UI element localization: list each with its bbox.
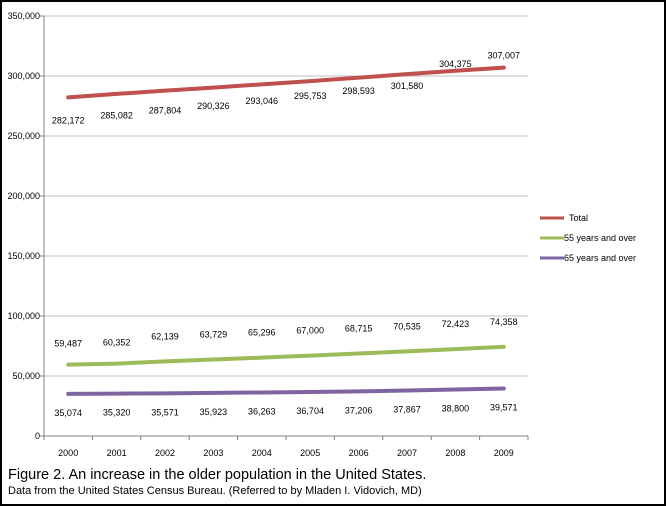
data-label-1-2000: 59,487 xyxy=(54,339,82,349)
data-label-2-2000: 35,074 xyxy=(54,408,82,418)
x-tick-label-2006: 2006 xyxy=(349,448,369,458)
legend-label-2: 65 years and over xyxy=(564,253,636,263)
data-label-1-2007: 70,535 xyxy=(393,321,421,331)
y-tick-label-0: 0 xyxy=(35,431,40,441)
data-label-0-2002: 287,804 xyxy=(149,105,182,115)
x-tick-label-2001: 2001 xyxy=(107,448,127,458)
data-label-2-2004: 36,263 xyxy=(248,406,276,416)
data-label-2-2003: 35,923 xyxy=(200,407,228,417)
legend-label-0: Total xyxy=(569,213,588,223)
data-label-2-2005: 36,704 xyxy=(296,406,324,416)
y-tick-label-7: 350,000 xyxy=(7,11,40,21)
data-label-0-2000: 282,172 xyxy=(52,115,85,125)
data-label-2-2002: 35,571 xyxy=(151,407,179,417)
series-line-65-years-and-over xyxy=(66,386,506,396)
y-tick-label-4: 200,000 xyxy=(7,191,40,201)
data-label-1-2002: 62,139 xyxy=(151,331,179,341)
data-label-1-2009: 74,358 xyxy=(490,317,518,327)
data-label-2-2009: 39,571 xyxy=(490,403,518,413)
x-tick-label-2004: 2004 xyxy=(252,448,272,458)
data-label-2-2007: 37,867 xyxy=(393,405,421,415)
data-label-1-2004: 65,296 xyxy=(248,328,276,338)
x-tick-label-2000: 2000 xyxy=(58,448,78,458)
caption-title: Figure 2. An increase in the older popul… xyxy=(8,467,427,483)
series-line-55-years-and-over xyxy=(66,344,506,367)
x-tick-label-2002: 2002 xyxy=(155,448,175,458)
data-label-0-2001: 285,082 xyxy=(100,110,133,120)
caption-subtitle: Data from the United States Census Burea… xyxy=(8,485,422,497)
data-label-0-2008: 304,375 xyxy=(439,59,472,69)
data-label-2-2008: 38,800 xyxy=(442,403,470,413)
data-label-1-2006: 68,715 xyxy=(345,324,373,334)
data-label-0-2007: 301,580 xyxy=(391,81,424,91)
data-label-0-2009: 307,007 xyxy=(488,51,521,61)
data-label-0-2005: 295,753 xyxy=(294,91,327,101)
data-label-2-2006: 37,206 xyxy=(345,405,373,415)
data-label-1-2003: 63,729 xyxy=(200,330,228,340)
x-tick-label-2005: 2005 xyxy=(300,448,320,458)
data-label-0-2006: 298,593 xyxy=(342,86,375,96)
y-tick-label-3: 150,000 xyxy=(7,251,40,261)
series-line-total xyxy=(66,65,506,100)
y-tick-label-1: 50,000 xyxy=(12,371,40,381)
data-label-2-2001: 35,320 xyxy=(103,408,131,418)
line-chart: 0 50,000 100,000 150,000 200,000 250,000 300,0… xyxy=(7,11,636,458)
x-tick-label-2003: 2003 xyxy=(203,448,223,458)
data-label-1-2005: 67,000 xyxy=(296,326,324,336)
data-label-1-2008: 72,423 xyxy=(442,319,470,329)
x-tick-label-2007: 2007 xyxy=(397,448,417,458)
y-tick-label-5: 250,000 xyxy=(7,131,40,141)
legend-label-1: 55 years and over xyxy=(564,233,636,243)
x-tick-label-2008: 2008 xyxy=(445,448,465,458)
x-tick-label-2009: 2009 xyxy=(494,448,514,458)
y-tick-label-6: 300,000 xyxy=(7,71,40,81)
data-label-0-2003: 290,326 xyxy=(197,101,230,111)
data-label-1-2001: 60,352 xyxy=(103,338,131,348)
figure-caption: Figure 2. An increase in the older popul… xyxy=(8,467,658,498)
y-tick-label-2: 100,000 xyxy=(7,311,40,321)
data-label-0-2004: 293,046 xyxy=(246,96,279,106)
